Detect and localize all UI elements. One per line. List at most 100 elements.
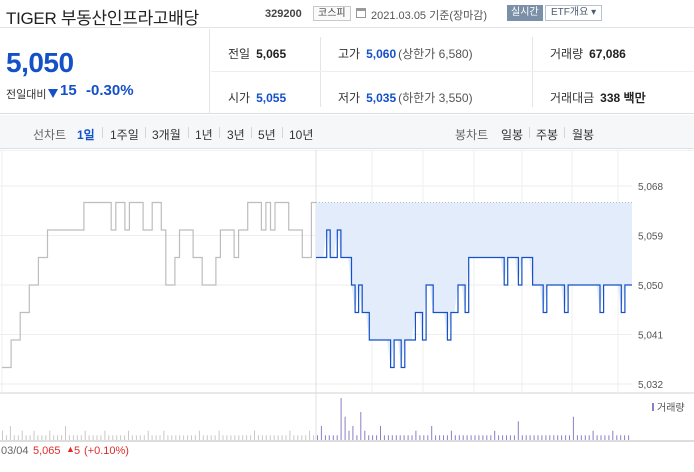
volume-bar [218, 430, 220, 440]
volume-bar [332, 435, 334, 440]
footer-prev-date: 03/04 [1, 445, 29, 457]
market-badge: 코스피 [313, 6, 351, 21]
line-chart-label: 선차트 [33, 128, 67, 142]
volume-bar [439, 435, 441, 440]
volume-bar [167, 435, 169, 440]
volume-bar [356, 435, 358, 440]
volume-bar [411, 435, 413, 440]
volume-bar [147, 430, 149, 440]
amount-label: 거래대금 [550, 91, 595, 105]
tab-3years[interactable]: 3년 [227, 128, 245, 142]
volume-bar [131, 435, 133, 440]
volume-bar [474, 435, 476, 440]
volume-bar [509, 435, 511, 440]
volume-bar [128, 430, 129, 440]
volume-bar [17, 435, 19, 440]
etf-info-label: ETF개요 [551, 7, 589, 18]
volume-bar [348, 430, 350, 440]
volume-bar [498, 435, 500, 440]
tab-1year[interactable]: 1년 [195, 128, 213, 142]
high-value: 5,060 [366, 47, 397, 61]
volume-bar [135, 435, 137, 440]
tab-1day[interactable]: 1일 [77, 128, 95, 142]
volume-bar [210, 435, 212, 440]
volume-bar [187, 435, 189, 440]
volume-bar [466, 435, 468, 440]
divider [282, 127, 283, 138]
volume-bar [191, 435, 192, 440]
volume-bar [380, 426, 381, 440]
volume-bar [175, 435, 177, 440]
y-tick-label: 5,041 [638, 331, 663, 342]
volume-bar [486, 435, 488, 440]
volume-bar [612, 430, 614, 440]
volume-bars: 거래량 [2, 398, 685, 440]
volume-bar [9, 426, 11, 440]
volume-bar [305, 435, 307, 440]
volume-bar [364, 430, 366, 440]
etf-info-dropdown[interactable]: ETF개요 ▾ [545, 5, 603, 21]
volume-bar [462, 435, 464, 440]
volume-bar [100, 435, 102, 440]
prev-close-cell: 전일 5,065 [228, 45, 286, 62]
prev-close-value: 5,065 [256, 47, 287, 61]
tab-1week[interactable]: 1주일 [110, 128, 139, 142]
divider [532, 37, 533, 107]
volume-bar [320, 426, 322, 440]
volume-bar [108, 435, 110, 440]
volume-bar [226, 435, 228, 440]
y-tick-label: 5,059 [638, 232, 663, 243]
tab-daily-candle[interactable]: 일봉 [501, 128, 524, 142]
tab-3months[interactable]: 3개월 [152, 128, 181, 142]
volume-legend-swatch [652, 403, 654, 411]
y-axis-ticks: 5,068 5,059 5,050 5,041 5,032 [638, 182, 663, 391]
volume-bar [521, 435, 523, 440]
prev-day-line [2, 201, 316, 369]
volume-bar [588, 435, 590, 440]
chevron-down-icon: ▾ [591, 7, 597, 18]
amount-value: 338 백만 [600, 91, 646, 105]
volume-bar [368, 435, 370, 440]
change-percent: -0.30% [86, 82, 134, 99]
volume-bar [482, 435, 484, 440]
volume-bar [620, 435, 622, 440]
current-price: 5,050 [6, 47, 74, 78]
volume-bar [561, 435, 563, 440]
price-summary: 5,050 전일대비 15 -0.30% [0, 29, 210, 114]
today-series [316, 229, 632, 369]
volume-bar [470, 435, 472, 440]
volume-bar [171, 435, 173, 440]
volume-bar [628, 435, 630, 440]
amount-cell: 거래대금 338 백만 [550, 89, 646, 106]
volume-bar [242, 435, 244, 440]
volume-bar [37, 435, 39, 440]
divider [219, 127, 220, 138]
volume-bar [600, 435, 602, 440]
divider [251, 127, 252, 138]
volume-bar [435, 435, 437, 440]
volume-bar [446, 435, 448, 440]
volume-bar [206, 435, 208, 440]
volume-bar [383, 435, 385, 440]
volume-bar [423, 435, 425, 440]
volume-bar [395, 435, 397, 440]
realtime-button[interactable]: 실시간 [507, 5, 543, 21]
volume-bar [285, 435, 287, 440]
volume-bar [116, 435, 118, 440]
volume-bar [572, 416, 574, 440]
down-arrow-icon [48, 89, 58, 98]
tab-10years[interactable]: 10년 [289, 128, 314, 142]
tab-weekly-candle[interactable]: 주봉 [536, 128, 559, 142]
volume-bar [529, 435, 531, 440]
volume-bar [198, 430, 200, 440]
volume-bar [112, 435, 114, 440]
volume-bar [65, 426, 66, 440]
volume-bar [92, 435, 94, 440]
tab-monthly-candle[interactable]: 월봉 [572, 128, 595, 142]
tab-5years[interactable]: 5년 [258, 128, 276, 142]
quote-panel: 5,050 전일대비 15 -0.30% 전일 5,065 고가 5,060 (상한가… [0, 29, 694, 114]
candle-chart-label: 봉차트 [455, 128, 489, 142]
volume-bar [419, 435, 421, 440]
volume-bar [53, 435, 55, 440]
